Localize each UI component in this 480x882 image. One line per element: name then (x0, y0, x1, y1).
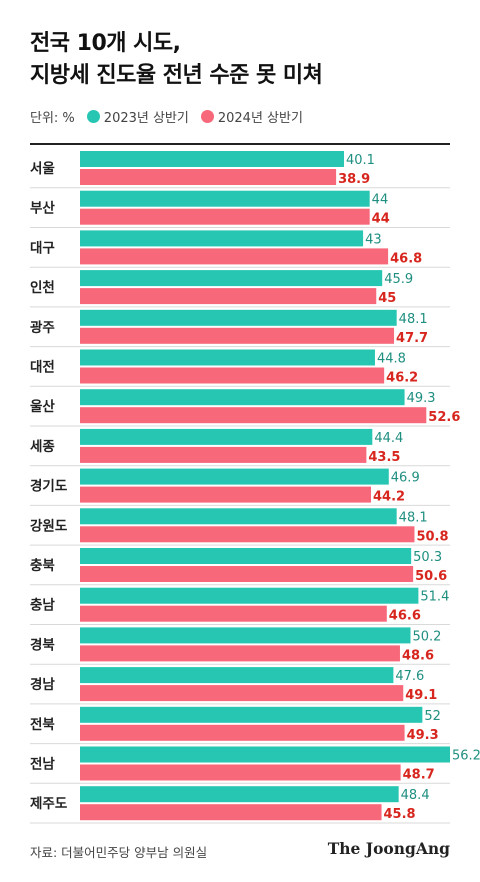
legend-label-2023: 2023년 상반기 (103, 110, 189, 126)
unit-label: 단위: % (30, 110, 75, 126)
bar-2023 (80, 746, 450, 763)
title-line-1: 전국 10개 시도, (30, 31, 181, 56)
bar-2024 (80, 407, 427, 424)
value-label-2024: 50.6 (415, 569, 447, 584)
value-label-2023: 51.4 (420, 590, 449, 605)
value-label-2023: 49.3 (407, 391, 436, 406)
bar-2024 (80, 804, 382, 821)
bar-chart: 서울 40.1 38.9 부산 44 44 대구 43 46.8 인천 45.9 45 광주 48.1 47… (30, 151, 480, 824)
bar-2024 (80, 327, 395, 344)
bar-2024 (80, 486, 371, 503)
value-label-2024: 43.5 (368, 450, 400, 465)
bar-2023 (80, 548, 412, 564)
category-label: 충북 (30, 558, 55, 574)
value-label-2024: 38.9 (338, 172, 370, 187)
category-label: 충남 (30, 597, 55, 614)
brand-logo: The JoongAng (327, 839, 450, 858)
value-label-2023: 45.9 (384, 272, 413, 287)
category-label: 전북 (30, 716, 55, 733)
bar-2023 (80, 508, 397, 525)
category-label: 제주도 (30, 796, 68, 812)
bar-2024 (80, 724, 405, 741)
value-label-2023: 50.3 (413, 550, 442, 565)
value-label-2024: 48.7 (403, 768, 435, 783)
bar-2024 (80, 446, 367, 463)
bar-2023 (80, 389, 405, 406)
legend-swatch-2024 (200, 109, 214, 123)
bar-2023 (80, 587, 419, 604)
bar-2023 (80, 428, 373, 445)
bar-2023 (80, 349, 375, 366)
bar-2024 (80, 605, 387, 622)
value-label-2024: 44 (372, 212, 390, 227)
source-note: 자료: 더불어민주당 양부남 의원실 (30, 845, 208, 860)
value-label-2023: 50.2 (412, 629, 441, 644)
value-label-2023: 44 (372, 193, 389, 208)
value-label-2023: 48.1 (399, 510, 428, 525)
category-label: 울산 (30, 398, 55, 415)
category-label: 세종 (30, 439, 55, 455)
legend-swatch-2023 (86, 109, 100, 123)
bar-2024 (80, 367, 385, 384)
bar-2024 (80, 566, 414, 582)
bar-2023 (80, 627, 411, 644)
chart-title: 전국 10개 시도, 지방세 진도율 전년 수준 못 미쳐 (30, 28, 460, 92)
legend-label-2024: 2024년 상반기 (217, 110, 303, 126)
value-label-2024: 47.7 (396, 331, 428, 346)
chart-top-rule (30, 143, 450, 145)
value-label-2023: 44.4 (374, 431, 403, 446)
category-label: 광주 (30, 319, 55, 336)
category-label: 서울 (30, 160, 55, 177)
bar-2024 (80, 526, 415, 543)
value-label-2024: 48.6 (402, 648, 434, 663)
value-label-2024: 46.2 (386, 371, 418, 386)
value-label-2024: 44.2 (373, 490, 405, 505)
value-label-2024: 46.6 (389, 609, 421, 624)
category-label: 대전 (30, 359, 55, 376)
bar-2024 (80, 208, 370, 225)
bar-2024 (80, 645, 400, 662)
bar-2023 (80, 667, 394, 684)
bar-2023 (80, 309, 397, 326)
bar-2023 (80, 190, 370, 207)
value-label-2024: 45 (378, 291, 396, 306)
bar-2023 (80, 706, 423, 723)
value-label-2023: 43 (365, 232, 382, 247)
value-label-2024: 46.8 (390, 251, 422, 266)
bar-2024 (80, 288, 377, 305)
value-label-2024: 45.8 (384, 807, 416, 822)
value-label-2024: 50.8 (416, 529, 448, 544)
category-label: 강원도 (30, 517, 68, 534)
bar-2023 (80, 270, 383, 287)
value-label-2023: 48.4 (401, 788, 430, 803)
value-label-2023: 52 (424, 709, 441, 724)
value-label-2023: 44.8 (377, 352, 406, 367)
bar-2024 (80, 248, 389, 265)
bar-2023 (80, 786, 399, 803)
bar-2023 (80, 230, 364, 247)
title-line-2: 지방세 진도율 전년 수준 못 미쳐 (30, 63, 323, 88)
category-label: 인천 (30, 279, 55, 296)
bar-2024 (80, 764, 401, 781)
category-label: 전남 (30, 756, 55, 773)
bar-2023 (80, 151, 345, 167)
category-label: 경북 (30, 636, 55, 653)
value-label-2024: 49.1 (405, 688, 437, 703)
value-label-2023: 40.1 (346, 153, 375, 168)
category-label: 경남 (30, 676, 55, 693)
value-label-2023: 47.6 (395, 669, 424, 684)
value-label-2024: 52.6 (428, 410, 460, 425)
category-label: 대구 (30, 240, 55, 256)
value-label-2024: 49.3 (407, 728, 439, 743)
bar-2024 (80, 169, 337, 185)
category-label: 부산 (30, 200, 55, 217)
value-label-2023: 48.1 (399, 312, 428, 327)
value-label-2023: 56.2 (452, 749, 480, 764)
legend: 단위: % 2023년 상반기 2024년 상반기 (30, 106, 303, 126)
value-label-2023: 46.9 (391, 471, 420, 486)
bar-2024 (80, 685, 404, 702)
bar-2023 (80, 468, 389, 485)
category-label: 경기도 (30, 478, 68, 495)
